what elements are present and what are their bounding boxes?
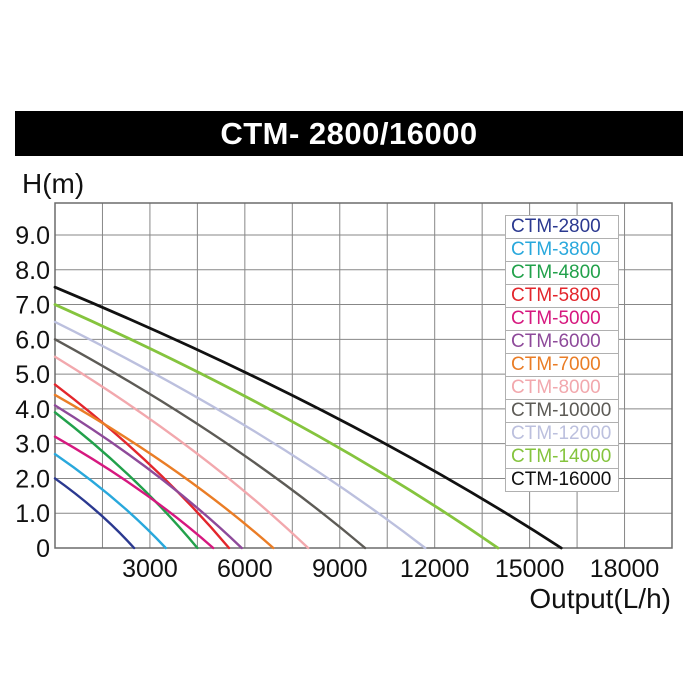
curve-ctm-12000 (53, 320, 427, 550)
curve-ctm-16000 (53, 285, 563, 550)
legend-item-ctm-4800: CTM-4800 (505, 261, 619, 285)
x-tick-label: 15000 (495, 555, 565, 583)
y-tick-label: 6.0 (15, 326, 50, 354)
y-tick-label: 0 (36, 535, 50, 563)
y-tick-label: 5.0 (15, 361, 50, 389)
y-tick-label: 9.0 (15, 222, 50, 250)
curve-ctm-6000 (53, 404, 243, 550)
x-axis-label: Output(L/h) (529, 583, 671, 614)
y-tick-label: 2.0 (15, 465, 50, 493)
x-tick-label: 12000 (400, 555, 470, 583)
legend-item-ctm-6000: CTM-6000 (505, 330, 619, 354)
legend-item-ctm-2800: CTM-2800 (505, 215, 619, 239)
legend-item-ctm-5000: CTM-5000 (505, 307, 619, 331)
legend-item-ctm-14000: CTM-14000 (505, 445, 619, 469)
curve-ctm-3800 (53, 452, 167, 550)
curve-ctm-10000 (53, 338, 367, 550)
title-bar: CTM- 2800/16000 (15, 111, 683, 156)
curve-ctm-7000 (53, 393, 275, 550)
x-tick-label: 3000 (122, 555, 178, 583)
y-tick-label: 3.0 (15, 431, 50, 459)
legend-item-ctm-16000: CTM-16000 (505, 468, 619, 492)
legend-item-ctm-3800: CTM-3800 (505, 238, 619, 262)
curve-ctm-5000 (53, 435, 215, 550)
legend-item-ctm-10000: CTM-10000 (505, 399, 619, 423)
curve-ctm-4800 (53, 411, 199, 550)
legend-item-ctm-12000: CTM-12000 (505, 422, 619, 446)
curve-ctm-14000 (53, 303, 500, 550)
y-tick-label: 8.0 (15, 257, 50, 285)
curve-ctm-8000 (53, 355, 310, 550)
y-tick-label: 4.0 (15, 396, 50, 424)
legend: CTM-2800 CTM-3800 CTM-4800 CTM-5800 CTM-5000… (505, 215, 619, 492)
curve-ctm-2800 (53, 477, 136, 550)
legend-item-ctm-5800: CTM-5800 (505, 284, 619, 308)
curve-ctm-5800 (53, 383, 231, 550)
chart-title: CTM- 2800/16000 (220, 115, 478, 151)
legend-item-ctm-7000: CTM-7000 (505, 353, 619, 377)
legend-item-ctm-8000: CTM-8000 (505, 376, 619, 400)
x-tick-label: 6000 (217, 555, 273, 583)
x-tick-label: 18000 (590, 555, 660, 583)
y-tick-label: 7.0 (15, 292, 50, 320)
x-tick-label: 9000 (312, 555, 368, 583)
y-tick-label: 1.0 (15, 500, 50, 528)
y-axis-label: H(m) (22, 168, 85, 199)
